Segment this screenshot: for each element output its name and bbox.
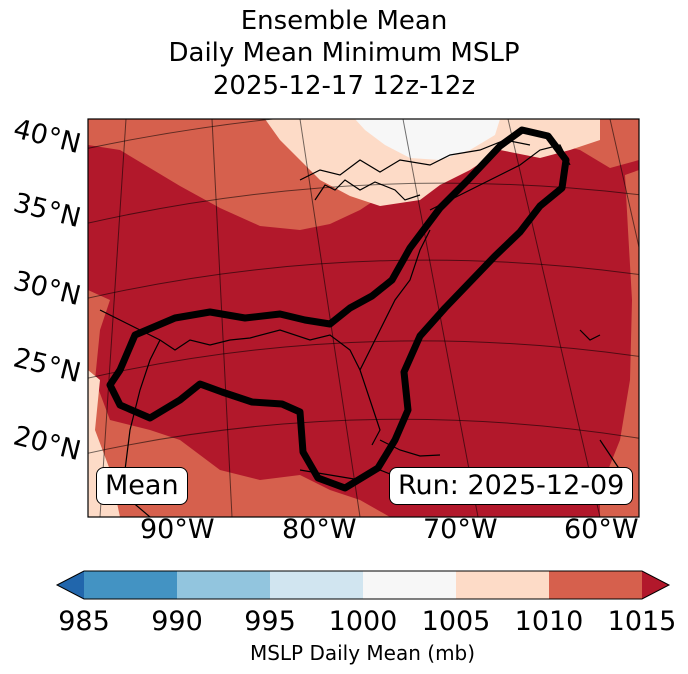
colorbar-segment-1010-1015 xyxy=(549,571,642,599)
colorbar-tick-985: 985 xyxy=(58,606,110,637)
title-line-2: Daily Mean Minimum MSLP xyxy=(168,38,520,68)
colorbar-label: MSLP Daily Mean (mb) xyxy=(249,641,476,665)
colorbar-segment-1005-1010 xyxy=(456,571,549,599)
title-line-3: 2025-12-17 12z-12z xyxy=(212,71,476,101)
colorbar-extend-low xyxy=(57,571,84,599)
pressure-band-1010-1015-east xyxy=(600,170,639,517)
mean-label-box: Mean xyxy=(96,467,188,505)
pressure-band-lt-1000 xyxy=(355,119,500,160)
lon-label-90: 90°W xyxy=(140,514,215,545)
lon-label-80: 80°W xyxy=(282,514,357,545)
colorbar-tick-1005: 1005 xyxy=(421,606,491,637)
lon-label-60: 60°W xyxy=(564,514,639,545)
colorbar-segment-1000-1005 xyxy=(363,571,456,599)
map-frame xyxy=(87,118,640,518)
contour-1015 xyxy=(106,126,570,492)
colorbar-segment-985-990 xyxy=(84,571,177,599)
pressure-band-1010-1015-southwest xyxy=(88,290,390,517)
colorbar-segment-990-995 xyxy=(177,571,270,599)
pressure-band-1005-1010 xyxy=(265,119,600,206)
colorbar-tick-1010: 1010 xyxy=(514,606,584,637)
colorbar-segments xyxy=(57,571,669,599)
colorbar-tick-1000: 1000 xyxy=(328,606,398,637)
graticule xyxy=(88,119,639,517)
colorbar-segment-995-1000 xyxy=(270,571,363,599)
run-date-box: Run: 2025-12-09 xyxy=(389,467,634,505)
colorbar-outline xyxy=(55,570,671,600)
colorbar-extend-high xyxy=(642,571,669,599)
lon-label-70: 70°W xyxy=(423,514,498,545)
colorbar-tick-995: 995 xyxy=(244,606,296,637)
colorbar-tick-990: 990 xyxy=(151,606,203,637)
colorbar-tick-1015: 1015 xyxy=(607,606,677,637)
title-line-1: Ensemble Mean xyxy=(240,6,448,36)
